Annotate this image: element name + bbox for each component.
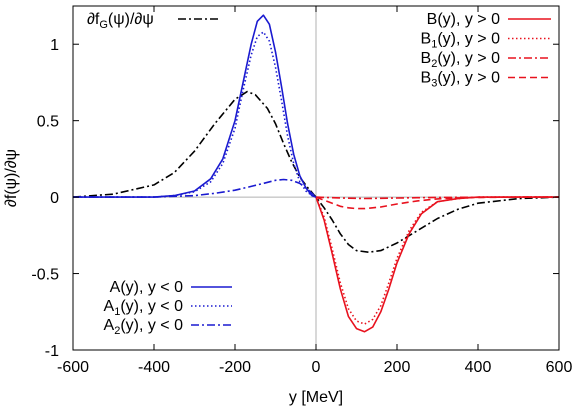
y-axis-label: ∂f(ψ)/∂ψ (3, 149, 20, 207)
legend-label-A2: A2(y), y < 0 (104, 317, 184, 337)
series-lines (72, 14, 560, 333)
legend-top-left: ∂fG(ψ)/∂ψ (87, 11, 220, 31)
legends: ∂fG(ψ)/∂ψ B(y), y > 0 B1(y), y > 0B2(y), y… (87, 11, 551, 337)
legend-bottom-left: A(y), y < 0 A1(y), y < 0A2(y), y < 0 (104, 279, 232, 337)
x-tick-label: -400 (138, 359, 170, 376)
y-tick-label: 0 (50, 190, 59, 207)
series-line-B1 (315, 196, 559, 325)
series-line-B (315, 196, 559, 333)
axis-ticks (72, 6, 560, 351)
legend-top-right: B(y), y > 0 B1(y), y > 0B2(y), y > 0B3(y)… (421, 11, 551, 90)
legend-label-A1: A1(y), y < 0 (104, 298, 184, 318)
y-tick-label: 1 (50, 37, 59, 54)
x-tick-label: 600 (546, 359, 573, 376)
legend-label-B3: B3(y), y > 0 (421, 70, 501, 90)
series-line-A2 (73, 178, 317, 198)
series-line-A (73, 14, 317, 198)
x-tick-label: -200 (219, 359, 251, 376)
x-tick-label: 200 (384, 359, 411, 376)
y-tick-label: -1 (45, 343, 59, 360)
series-line-B3 (315, 196, 559, 210)
legend-label-fg: ∂fG(ψ)/∂ψ (87, 11, 154, 31)
tick-labels: -600 -400 -200 0 200 400 600 -1 -0.5 0 0.5 1 (31, 37, 572, 376)
legend-label-B1: B1(y), y > 0 (421, 31, 501, 51)
series-line-B2 (315, 196, 559, 200)
series-line-A1 (73, 31, 317, 198)
x-tick-label: 0 (312, 359, 321, 376)
legend-label-B: B(y), y > 0 (427, 11, 500, 28)
x-axis-label: y [MeV] (289, 389, 343, 406)
x-tick-label: -600 (57, 359, 89, 376)
legend-label-A: A(y), y < 0 (110, 279, 183, 296)
y-tick-label: 0.5 (37, 114, 59, 131)
x-tick-label: 400 (465, 359, 492, 376)
legend-label-B2: B2(y), y > 0 (421, 50, 501, 70)
y-tick-label: -0.5 (31, 267, 59, 284)
